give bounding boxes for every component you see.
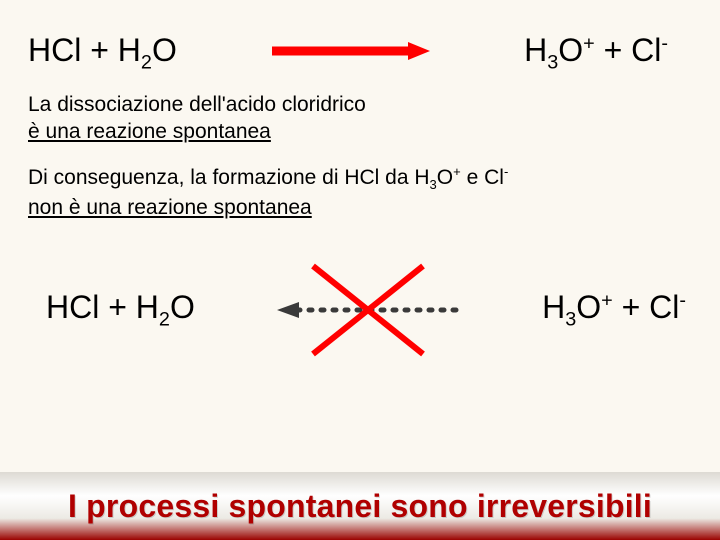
eq1-r-sub: 3: [547, 51, 558, 73]
desc1-line2: è una reazione spontanea: [28, 120, 271, 143]
eq1-left-b: O: [152, 32, 177, 68]
equation2-right: H3O+ + Cl-: [542, 289, 686, 331]
eq2-r-b: O: [576, 289, 601, 325]
desc2-sub1: 3: [430, 177, 437, 192]
desc2-line2: non è una reazione spontanea: [28, 196, 312, 219]
eq2-r-sup2: -: [679, 289, 686, 311]
desc1-line1: La dissociazione dell'acido cloridrico: [28, 93, 366, 116]
equation-row-1: HCl + H2O H3O+ + Cl-: [28, 32, 668, 74]
eq1-r-b: O: [558, 32, 583, 68]
forward-arrow-icon: [270, 41, 430, 66]
eq2-left-a: HCl + H: [46, 289, 159, 325]
eq1-r-sup1: +: [583, 32, 595, 54]
eq2-left-b: O: [170, 289, 195, 325]
desc2-mid: O: [437, 166, 453, 189]
eq1-r-a: H: [524, 32, 547, 68]
eq2-r-sup1: +: [601, 289, 613, 311]
eq1-left-sub: 2: [141, 51, 152, 73]
eq2-r-sub: 3: [565, 308, 576, 330]
eq2-r-a: H: [542, 289, 565, 325]
desc2-sup2: -: [504, 164, 508, 179]
banner-text: I processi spontanei sono irreversibili: [68, 488, 652, 525]
eq1-r-sup2: -: [661, 32, 668, 54]
equation1-left: HCl + H2O: [28, 32, 177, 74]
eq2-r-c: + Cl: [613, 289, 680, 325]
eq1-left-a: HCl + H: [28, 32, 141, 68]
reverse-arrow-crossed-icon: [273, 260, 463, 360]
equation2-left: HCl + H2O: [46, 289, 195, 331]
description-1: La dissociazione dell'acido cloridrico è…: [28, 92, 692, 145]
eq1-r-c: + Cl: [595, 32, 662, 68]
desc2-sup1: +: [453, 164, 461, 179]
bottom-banner: I processi spontanei sono irreversibili: [0, 472, 720, 540]
eq2-left-sub: 2: [159, 308, 170, 330]
equation1-right: H3O+ + Cl-: [524, 32, 668, 74]
desc2-mid2: e Cl: [461, 166, 504, 189]
desc2-prefix: Di conseguenza, la formazione di HCl da …: [28, 166, 430, 189]
slide: HCl + H2O H3O+ + Cl- La dissociazione de…: [0, 0, 720, 540]
equation-row-2: HCl + H2O H3O+ + Cl-: [46, 260, 686, 360]
description-2: Di conseguenza, la formazione di HCl da …: [28, 163, 692, 222]
